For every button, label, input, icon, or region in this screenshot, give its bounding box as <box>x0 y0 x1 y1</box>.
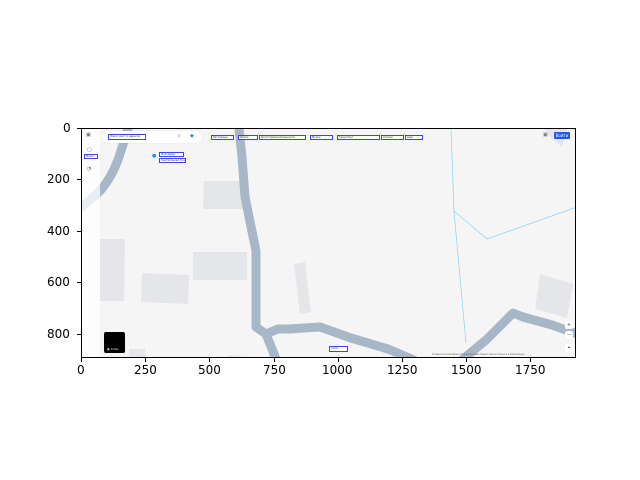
x-tick-mark <box>466 358 467 362</box>
category-chip-pharmacies[interactable]: Аптеки <box>381 135 404 140</box>
category-chip-label: Достопримечательности <box>261 136 296 139</box>
bottom-center-pill-label: Слои <box>331 347 338 350</box>
zoom-in-button[interactable]: + <box>565 321 573 329</box>
layers-button[interactable]: ◉ Слои <box>104 332 125 353</box>
y-tick-mark <box>77 179 81 180</box>
x-tick-mark <box>209 358 210 362</box>
x-tick-mark <box>402 358 403 362</box>
place-label-secondary[interactable]: Контрольная точка <box>159 158 186 163</box>
river-line <box>453 207 575 240</box>
road-main-lower <box>261 322 418 357</box>
login-button[interactable]: Войти <box>554 132 570 139</box>
compass-button[interactable]: ⌖ <box>565 344 573 352</box>
y-tick-mark <box>77 231 81 232</box>
place-label-text: Контрольная точка <box>161 159 186 162</box>
category-chip-label: Аптеки <box>383 136 393 139</box>
y-tick-mark <box>77 128 81 129</box>
x-tick-mark <box>530 358 531 362</box>
category-chip-label: Отели <box>240 136 249 139</box>
road-main-right <box>458 308 575 357</box>
x-tick-label: 1750 <box>515 363 546 377</box>
map-background <box>82 129 575 357</box>
attribution-text: Условия использования Отзывы Реклама Янд… <box>432 353 525 356</box>
y-tick-label: 200 <box>47 172 70 186</box>
bottom-center-pill[interactable]: Слои <box>329 346 348 352</box>
x-tick-mark <box>81 358 82 362</box>
category-chip-restaurants[interactable]: Рестораны <box>211 135 234 140</box>
grid-icon[interactable]: ▣ <box>543 132 548 138</box>
search-icon[interactable]: ⌕ <box>178 133 181 139</box>
x-tick-mark <box>145 358 146 362</box>
category-chip-transport[interactable]: Транспорт <box>337 135 380 140</box>
left-rail-label: Меню <box>86 155 94 158</box>
layers-icon: ◉ <box>107 347 110 351</box>
y-tick-label: 800 <box>47 327 70 341</box>
x-tick-mark <box>338 358 339 362</box>
x-tick-label: 0 <box>77 363 85 377</box>
zoom-out-button[interactable]: − <box>565 331 573 339</box>
road-main-left <box>82 129 133 212</box>
category-chip-more[interactable]: ещё <box>405 135 423 140</box>
place-label-primary[interactable]: Мой адрес <box>159 152 184 157</box>
building-shape <box>535 274 573 318</box>
search-input[interactable]: Поиск мест и адресов <box>108 134 146 140</box>
building-shape <box>100 239 125 301</box>
building-shape <box>203 181 248 209</box>
x-tick-label: 1500 <box>451 363 482 377</box>
building-shape <box>294 262 311 314</box>
category-chip-hotels[interactable]: Отели <box>238 135 258 140</box>
map-viewport[interactable]: ▣ ▢ Меню ◔ Поиск мест и адресов ⌕ ◆ Рест… <box>81 128 576 358</box>
category-chip-museums[interactable]: Музеи <box>310 135 333 140</box>
y-tick-label: 600 <box>47 275 70 289</box>
bookmark-icon[interactable]: ▢ <box>87 147 92 153</box>
y-tick-mark <box>77 282 81 283</box>
category-chip-label: Музеи <box>312 136 321 139</box>
building-shape <box>228 355 249 357</box>
category-chip-label: ещё <box>407 136 413 139</box>
x-tick-label: 750 <box>263 363 286 377</box>
building-shape <box>141 273 189 304</box>
y-tick-label: 0 <box>63 121 71 135</box>
place-label-text: Мой адрес <box>161 153 176 156</box>
x-tick-label: 500 <box>198 363 221 377</box>
building-shape <box>193 252 247 280</box>
layers-label: Слои <box>110 347 119 351</box>
left-sidebar <box>82 129 100 357</box>
y-tick-label: 400 <box>47 224 70 238</box>
category-chip-label: Рестораны <box>213 136 228 139</box>
category-chip-sights[interactable]: Достопримечательности <box>259 135 306 140</box>
location-marker-icon: ● <box>152 153 157 159</box>
building-shape <box>129 349 145 357</box>
menu-icon[interactable]: ▣ <box>86 132 91 138</box>
y-tick-mark <box>77 334 81 335</box>
history-icon[interactable]: ◔ <box>87 166 92 172</box>
category-chip-label: Транспорт <box>339 136 354 139</box>
x-tick-label: 1000 <box>322 363 353 377</box>
x-tick-mark <box>274 358 275 362</box>
x-tick-label: 1250 <box>387 363 418 377</box>
route-icon[interactable]: ◆ <box>190 133 194 139</box>
map-canvas <box>82 129 575 357</box>
left-rail-button[interactable]: Меню <box>84 154 98 159</box>
x-tick-label: 250 <box>134 363 157 377</box>
search-placeholder: Поиск мест и адресов <box>110 135 141 138</box>
